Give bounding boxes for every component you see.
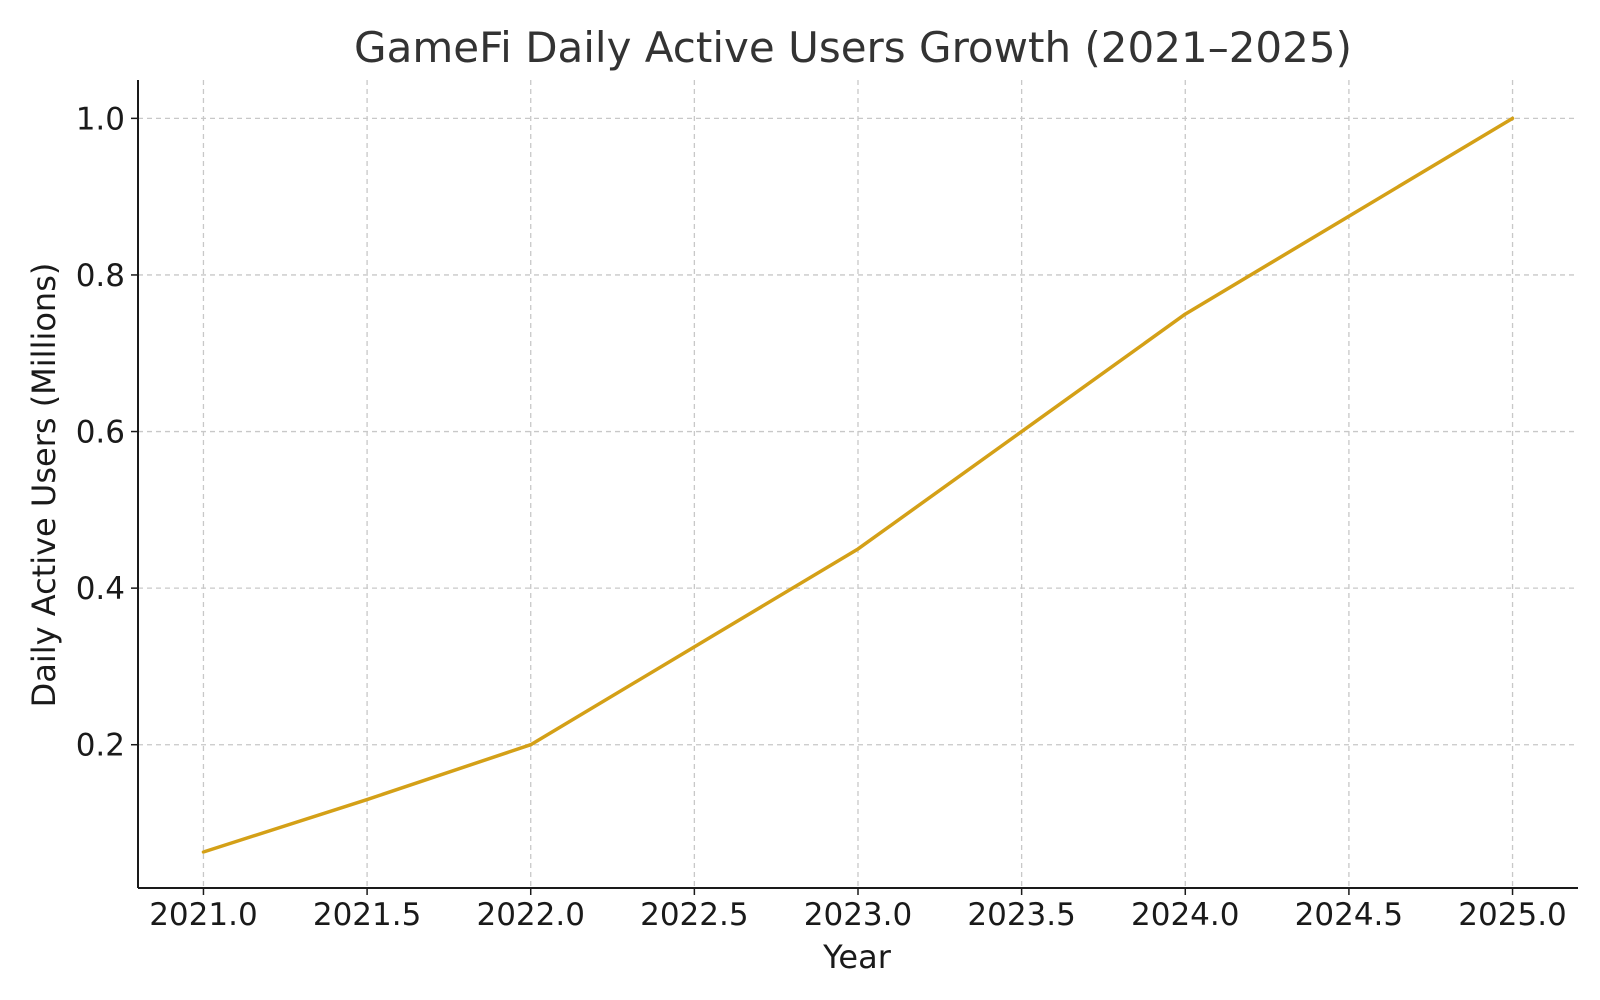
- y-tick-label: 0.4: [76, 571, 125, 607]
- x-axis-label: Year: [822, 938, 892, 976]
- y-tick-label: 0.8: [76, 258, 125, 294]
- series: [201, 116, 1515, 854]
- y-axis-label: Daily Active Users (Millions): [25, 263, 63, 708]
- x-tick-label: 2021.0: [149, 897, 257, 933]
- x-tick-label: 2025.0: [1458, 897, 1566, 933]
- x-tick-label: 2022.0: [476, 897, 584, 933]
- x-tick-label: 2023.0: [804, 897, 912, 933]
- x-tick-label: 2024.0: [1131, 897, 1239, 933]
- grid: [138, 80, 1578, 888]
- x-tick-label: 2021.5: [313, 897, 421, 933]
- ticks: 2021.0 2021.5 2022.0 2022.5 2023.0 2023.5 2024…: [76, 101, 1567, 933]
- x-tick-label: 2023.5: [967, 897, 1075, 933]
- y-tick-label: 0.6: [76, 415, 125, 451]
- x-tick-label: 2022.5: [640, 897, 748, 933]
- y-tick-label: 0.2: [76, 728, 125, 764]
- x-tick-label: 2024.5: [1295, 897, 1403, 933]
- chart-title: GameFi Daily Active Users Growth (2021–2…: [354, 23, 1352, 72]
- y-tick-label: 1.0: [76, 101, 125, 137]
